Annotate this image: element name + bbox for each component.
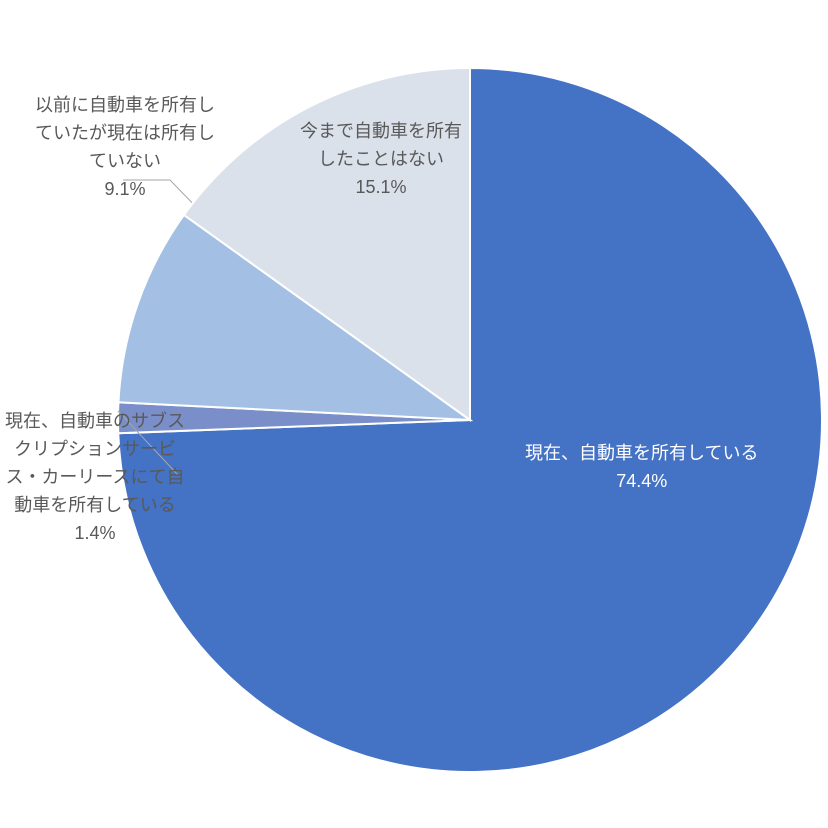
slice-label-subscription_lease: 現在、自動車のサブス クリプションサービ ス・カーリースにて自 動車を所有してい… bbox=[5, 408, 185, 547]
slice-label-never_owned: 今まで自動車を所有 したことはない 15.1% bbox=[300, 118, 462, 202]
pie-chart-container: 現在、自動車を所有している 74.4% 現在、自動車のサブス クリプションサービ … bbox=[0, 0, 828, 828]
slice-label-previously_owned: 以前に自動車を所有し ていたが現在は所有し ていない 9.1% bbox=[35, 92, 215, 204]
slice-label-currently_own: 現在、自動車を所有している 74.4% bbox=[525, 440, 758, 496]
